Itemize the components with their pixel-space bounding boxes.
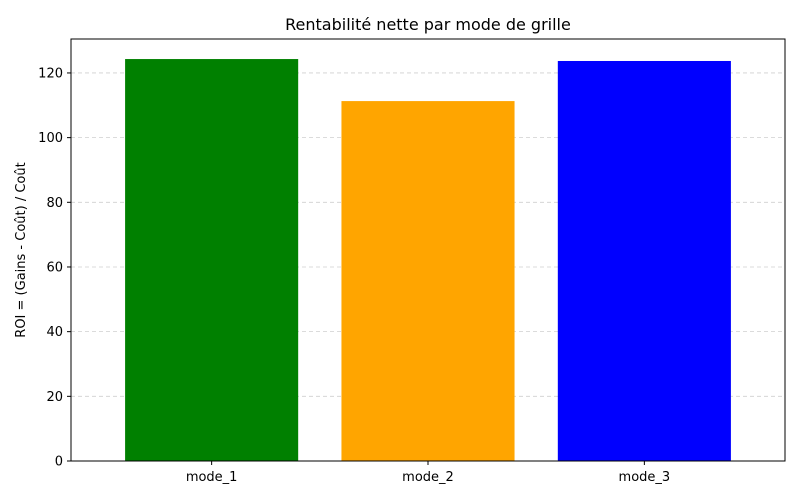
y-tick-label: 40 (46, 325, 63, 340)
bars (125, 59, 731, 462)
x-tick-label-mode_2: mode_2 (402, 470, 454, 485)
bar-mode_3 (557, 60, 731, 462)
chart-title: Rentabilité nette par mode de grille (285, 15, 571, 34)
x-axis-ticks: mode_1 mode_2 mode_3 (186, 461, 670, 485)
y-tick-label: 60 (46, 260, 63, 275)
y-tick-label: 80 (46, 196, 63, 211)
y-tick-label: 120 (38, 66, 63, 81)
y-tick-label: 0 (55, 455, 63, 470)
y-axis-label: ROI = (Gains - Coût) / Coût (14, 162, 29, 337)
x-tick-label-mode_1: mode_1 (186, 470, 238, 485)
y-tick-label: 100 (38, 131, 63, 146)
bar-mode_1 (125, 59, 299, 461)
x-tick-label-mode_3: mode_3 (619, 470, 671, 485)
bar-mode_2 (341, 101, 515, 462)
y-axis-ticks: 0 20 40 60 80 100 120 (38, 66, 71, 470)
y-tick-label: 20 (46, 390, 63, 405)
